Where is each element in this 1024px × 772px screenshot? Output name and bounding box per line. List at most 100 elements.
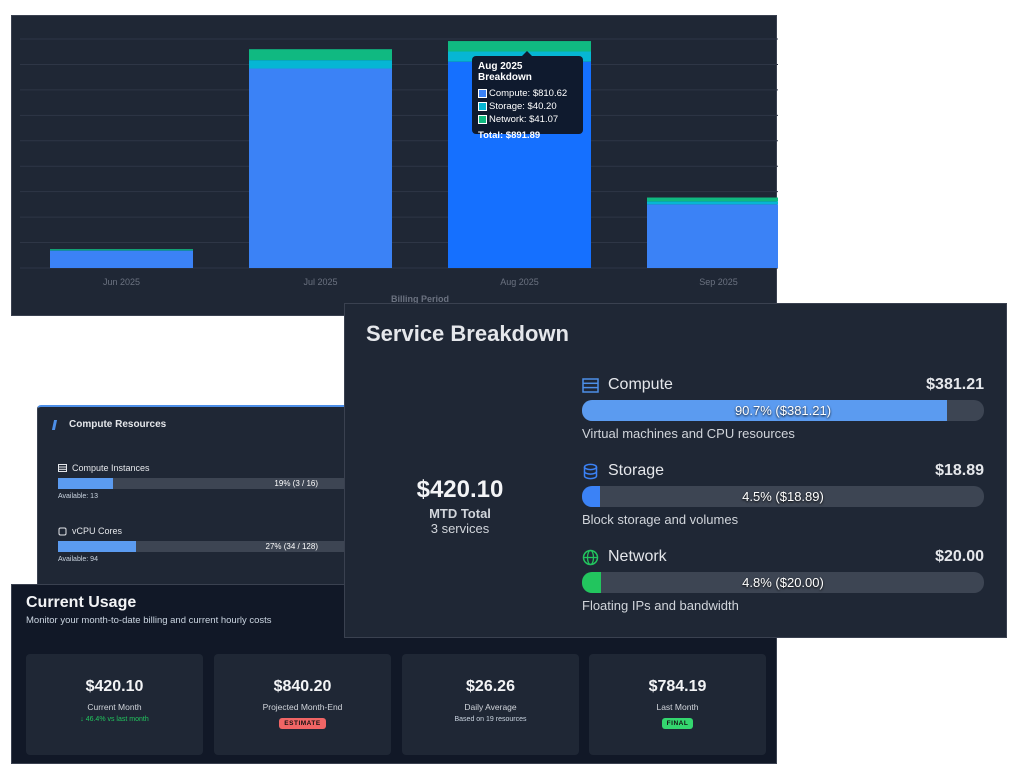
service-header: Storage $18.89	[582, 460, 984, 482]
service-share-bar: 90.7% ($381.21)	[582, 400, 984, 421]
final-badge: FINAL	[661, 718, 694, 729]
resource-available: Available: 13	[58, 493, 98, 500]
card-last-month: $784.19 Last Month FINAL	[589, 654, 766, 755]
x-tick-labels: Jun 2025 Jul 2025 Aug 2025 Sep 2025	[103, 277, 738, 287]
service-storage: Storage $18.89 4.5% ($18.89) Block stora…	[582, 460, 984, 527]
service-breakdown-panel: Service Breakdown $420.10 MTD Total 3 se…	[344, 303, 1007, 638]
mtd-total-amount: $420.10	[416, 476, 504, 503]
compute-swatch	[478, 89, 487, 98]
server-icon	[58, 464, 67, 472]
resource-vcpu-cores: vCPU Cores 27% (34 / 128) Available: 94	[58, 526, 348, 563]
service-share-text: 4.8% ($20.00)	[742, 575, 824, 590]
trend-down-indicator: ↓ 46.4% vs last month	[80, 716, 149, 723]
bar-segment-compute-jun-2025[interactable]	[50, 250, 193, 268]
tooltip-row-storage: Storage: $40.20	[478, 100, 577, 113]
tooltip-title: Aug 2025 Breakdown	[478, 61, 532, 83]
resource-label-row: vCPU Cores	[58, 526, 348, 536]
services-count: 3 services	[430, 521, 490, 536]
server-icon	[582, 377, 599, 393]
bar-segment-network-jul-2025[interactable]	[249, 49, 392, 61]
tooltip-row-compute: Compute: $810.62	[478, 87, 577, 100]
tooltip-total: Total: $891.89	[478, 130, 541, 141]
bar-segment-storage-jun-2025[interactable]	[50, 250, 193, 251]
cpu-icon	[58, 527, 67, 535]
section-marker-icon	[51, 420, 58, 430]
card-label: Last Month	[656, 702, 699, 712]
service-name-row: Compute	[582, 376, 673, 394]
card-value: $26.26	[466, 678, 515, 695]
chart-tooltip: Aug 2025 Breakdown Compute: $810.62 Stor…	[472, 51, 583, 141]
globe-icon	[582, 549, 599, 565]
x-tick-label: Sep 2025	[699, 277, 738, 287]
x-axis-title: Billing Period	[391, 294, 449, 304]
service-cost: $20.00	[935, 548, 984, 565]
service-breakdown-title: Service Breakdown	[366, 321, 569, 346]
service-cost: $381.21	[926, 376, 984, 393]
tooltip-row-network: Network: $41.07	[478, 113, 577, 126]
service-header: Compute $381.21	[582, 374, 984, 396]
mtd-total-label: MTD Total	[429, 506, 491, 521]
resource-usage-bar: 19% (3 / 16)	[58, 478, 348, 489]
cost-history-chart-panel: Jun 2025 Jul 2025 Aug 2025 Sep 2025 Billing…	[11, 15, 778, 316]
storage-swatch	[478, 102, 487, 111]
service-description: Block storage and volumes	[582, 512, 739, 527]
card-value: $420.10	[85, 678, 144, 695]
bar-segment-compute-sep-2025[interactable]	[647, 204, 778, 268]
bar-segment-network-sep-2025[interactable]	[647, 197, 778, 202]
service-compute: Compute $381.21 90.7% ($381.21) Virtual …	[582, 374, 984, 441]
tooltip-network: Network: $41.07	[489, 114, 559, 125]
service-share-fill	[582, 572, 602, 593]
card-daily-average: $26.26 Daily Average Based on 19 resourc…	[402, 654, 579, 755]
bar-segment-storage-jul-2025[interactable]	[249, 60, 392, 69]
service-header: Network $20.00	[582, 546, 984, 568]
service-name: Compute	[608, 376, 673, 393]
bar-segment-network-jun-2025[interactable]	[50, 249, 193, 251]
service-share-bar: 4.8% ($20.00)	[582, 572, 984, 593]
service-share-fill	[582, 486, 601, 507]
resource-usage-text: 19% (3 / 16)	[274, 479, 318, 488]
resource-usage-text: 27% (34 / 128)	[265, 542, 318, 551]
resource-compute-instances: Compute Instances 19% (3 / 16) Available…	[58, 463, 348, 500]
resource-usage-fill	[58, 541, 137, 552]
card-value: $840.20	[273, 678, 332, 695]
card-value: $784.19	[648, 678, 707, 695]
service-description: Floating IPs and bandwidth	[582, 598, 739, 613]
service-share-fill	[582, 400, 947, 421]
bar-segment-compute-jul-2025[interactable]	[249, 68, 392, 268]
service-share-bar: 4.5% ($18.89)	[582, 486, 984, 507]
card-label: Daily Average	[464, 702, 517, 712]
card-current-month: $420.10 Current Month ↓ 46.4% vs last mo…	[26, 654, 203, 755]
resource-label-row: Compute Instances	[58, 463, 348, 473]
resource-label: vCPU Cores	[72, 526, 123, 536]
bars	[50, 41, 778, 268]
resource-label: Compute Instances	[72, 463, 150, 473]
bar-segment-network-aug-2025[interactable]	[448, 41, 591, 52]
current-usage-subtitle: Monitor your month-to-date billing and c…	[26, 615, 272, 626]
card-projected-month-end: $840.20 Projected Month-End ESTIMATE	[214, 654, 391, 755]
x-tick-label: Jun 2025	[103, 277, 140, 287]
bar-segment-storage-sep-2025[interactable]	[647, 201, 778, 205]
resource-usage-fill	[58, 478, 114, 489]
x-tick-label: Jul 2025	[303, 277, 337, 287]
tooltip-storage: Storage: $40.20	[489, 101, 557, 112]
service-network: Network $20.00 4.8% ($20.00) Floating IP…	[582, 546, 984, 613]
service-name: Network	[608, 548, 667, 565]
x-tick-label: Aug 2025	[500, 277, 539, 287]
current-usage-title: Current Usage	[26, 594, 137, 611]
database-icon	[583, 463, 598, 479]
gridlines	[20, 38, 778, 269]
tooltip-arrow	[522, 51, 532, 56]
resource-available: Available: 94	[58, 556, 98, 563]
compute-resources-title: Compute Resources	[69, 419, 167, 430]
service-name: Storage	[608, 462, 665, 479]
service-share-text: 4.5% ($18.89)	[742, 489, 824, 504]
service-cost: $18.89	[935, 462, 984, 479]
service-description: Virtual machines and CPU resources	[582, 426, 795, 441]
card-subtext: Based on 19 resources	[454, 716, 527, 723]
network-swatch	[478, 115, 487, 124]
stacked-bar-chart: Jun 2025 Jul 2025 Aug 2025 Sep 2025 Billing…	[20, 38, 778, 304]
service-name-row: Network	[582, 548, 667, 566]
mtd-total-summary: $420.10 MTD Total 3 services	[385, 476, 535, 536]
tooltip-compute: Compute: $810.62	[489, 88, 568, 99]
estimate-badge: ESTIMATE	[279, 718, 326, 729]
